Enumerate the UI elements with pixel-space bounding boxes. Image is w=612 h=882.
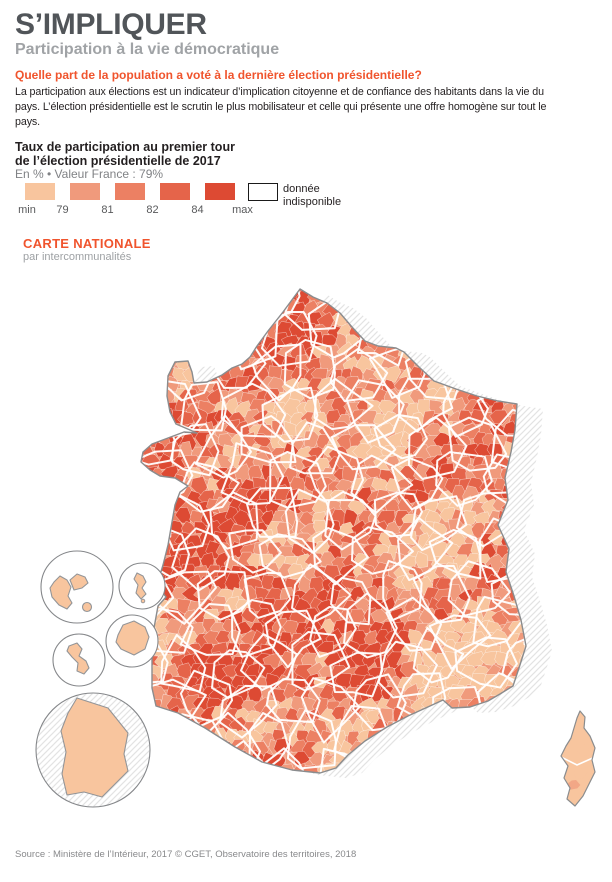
map-section-subheading: par intercommunalités [23, 251, 132, 263]
question-heading: Quelle part de la population a voté à la… [15, 68, 422, 82]
source-note: Source : Ministère de l’Intérieur, 2017 … [15, 849, 357, 860]
map-section-heading: CARTE NATIONALE [23, 236, 151, 251]
overseas-inset-mayotte-ring [118, 562, 166, 610]
page-title: S’IMPLIQUER [15, 8, 207, 41]
legend-tick-min: min [18, 204, 36, 216]
legend-tick-84: 84 [191, 204, 204, 216]
island-marie-galante [81, 601, 93, 613]
overseas-inset-guyane-ring [35, 692, 151, 808]
island-martinique [66, 642, 90, 675]
legend-tick-max: max [232, 204, 253, 216]
legend-title: Taux de participation au premier tour de… [15, 140, 235, 168]
corsica-outline [560, 710, 596, 807]
overseas-inset-reunion-ring [105, 614, 159, 668]
legend-swatch-5 [205, 183, 235, 200]
legend-swatch-4 [160, 183, 190, 200]
island-mayotte [133, 572, 147, 600]
legend-tick-81: 81 [101, 204, 114, 216]
legend-scale-row: donnée indisponible min 79 81 82 84 max [18, 183, 425, 225]
no-data-swatch [248, 183, 278, 201]
legend-swatch-2 [70, 183, 100, 200]
island-guadeloupe-east [69, 573, 89, 591]
overseas-inset-martinique-ring [52, 633, 106, 687]
island-mayotte-islet [140, 598, 146, 604]
france-choropleth-map [35, 288, 596, 808]
island-guyane [60, 697, 129, 798]
legend-swatch-3 [115, 183, 145, 200]
legend-swatch-1 [25, 183, 55, 200]
legend-title-line1: Taux de participation au premier tour [15, 140, 235, 154]
legend-tick-82: 82 [146, 204, 159, 216]
island-reunion [115, 620, 150, 656]
corsica-department-border [561, 756, 595, 766]
france-outline [140, 288, 527, 774]
legend-subtitle: En % • Valeur France : 79% [15, 167, 164, 181]
page-subtitle: Participation à la vie démocratique [15, 41, 280, 58]
legend-tick-79: 79 [56, 204, 69, 216]
legend-title-line2: de l’élection présidentielle de 2017 [15, 154, 221, 168]
island-guadeloupe-west [49, 575, 73, 610]
overseas-inset-guadeloupe-ring [40, 550, 114, 624]
intro-paragraph: La participation aux élections est un in… [15, 86, 547, 128]
no-data-label: donnée indisponible [283, 183, 342, 208]
